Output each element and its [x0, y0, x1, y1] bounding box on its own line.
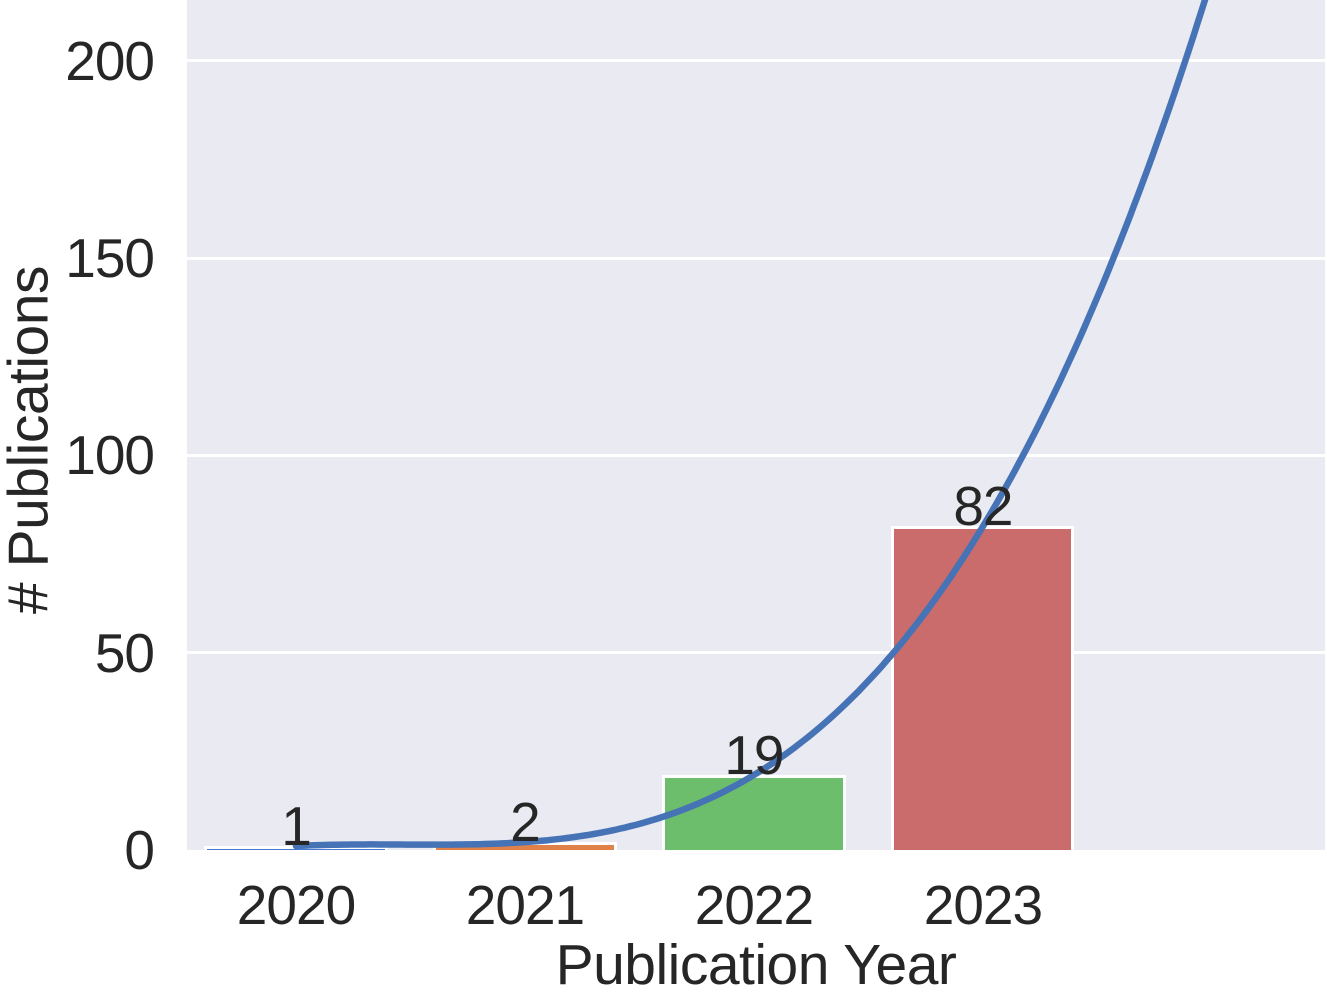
bar-value-label-2023: 82	[953, 475, 1013, 538]
y-tick-label-0: 0	[124, 819, 155, 881]
y-tick-label-100: 100	[65, 424, 155, 487]
plot-area: 1 2 19 82	[187, 0, 1325, 850]
bar-value-label-2020: 1	[281, 795, 312, 850]
y-axis-label: # Publications	[0, 266, 61, 614]
x-tick-label-2023: 2023	[923, 874, 1043, 936]
x-tick-label-2021: 2021	[465, 874, 585, 936]
gridline-y-150	[187, 256, 1325, 260]
bar-value-label-2021: 2	[510, 791, 541, 850]
x-tick-label-2020: 2020	[236, 874, 356, 936]
trend-curve-svg	[292, 0, 1209, 850]
gridline-y-200	[187, 59, 1325, 63]
bar-value-label-2022: 19	[724, 724, 784, 787]
x-tick-label-2022: 2022	[694, 874, 814, 936]
y-tick-label-150: 150	[65, 227, 155, 290]
gridline-y-50	[187, 651, 1325, 655]
trend-line	[292, 0, 1209, 850]
bar-2022	[662, 775, 846, 850]
gridline-y-100	[187, 453, 1325, 457]
y-tick-label-200: 200	[65, 29, 155, 92]
x-axis-label: Publication Year	[555, 933, 957, 997]
y-tick-label-50: 50	[94, 621, 155, 684]
